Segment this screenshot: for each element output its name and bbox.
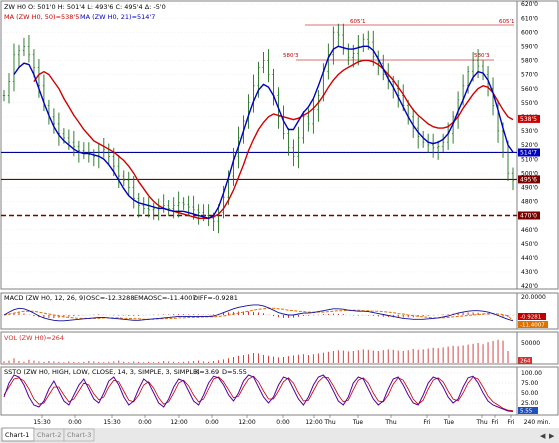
resistance-label-580-right: 580'3	[474, 53, 490, 59]
price-tick-label: 460'0	[521, 227, 538, 234]
price-value-marker-label: 470'0	[520, 213, 537, 220]
macd-tick-label: 20.0000	[521, 294, 546, 301]
price-value-marker	[518, 175, 540, 184]
tab-bar	[0, 428, 559, 443]
volume-panel[interactable]	[0, 331, 518, 365]
macd-value-marker	[518, 313, 546, 320]
time-tick-label: 12:00	[238, 419, 255, 426]
macd-value-marker	[518, 321, 548, 328]
time-tick-label: 0:00	[205, 419, 219, 426]
price-tick-label: 610'0	[521, 15, 538, 22]
resistance-label-580: 580'3	[283, 53, 299, 59]
stoch-value-marker	[518, 407, 538, 414]
time-tick-label: 0:00	[276, 419, 290, 426]
stoch-tick-label: 75.00	[521, 380, 538, 387]
time-tick-label: Thu	[384, 419, 396, 426]
price-tick-label: 420'0	[521, 283, 538, 290]
macd-title: MACD (ZW H0, 12, 26, 9)	[4, 294, 86, 302]
resistance-label-605-right: 605'1	[499, 19, 515, 25]
price-tick-label: 490'0	[521, 185, 538, 192]
price-value-marker	[518, 114, 540, 123]
price-tick-label: 440'0	[521, 255, 538, 262]
tab-chart-3-label: Chart-3	[67, 431, 91, 439]
time-tick-label: 15:30	[103, 419, 120, 426]
stoch-tick-label: 100.00	[521, 370, 542, 377]
stoch-tick-label: 50.00	[521, 390, 538, 397]
ma50-line	[33, 59, 514, 219]
resistance-label-605: 605'1	[350, 19, 366, 25]
stoch-d-legend: D=5.55	[222, 368, 247, 376]
volume-tick-label: 50000	[521, 340, 540, 347]
ma50-legend-label: MA (ZW H0, 50)=538'5	[4, 13, 79, 21]
time-unit-label: 240 min.	[524, 419, 551, 426]
price-tick-label: 600'0	[521, 29, 538, 36]
price-tick-label: 510'0	[521, 156, 538, 163]
price-value-marker	[518, 148, 540, 157]
volume-value-marker	[518, 357, 532, 364]
macd-emaosc-legend: EMAOSC=-11.4007	[134, 294, 197, 302]
stoch-title: SSTO (ZW H0, HIGH, LOW, CLOSE, 14, 3, SI…	[4, 368, 200, 376]
time-tick-label: 0:00	[68, 419, 82, 426]
price-value-marker-label: 538'5	[520, 116, 537, 123]
macd-osc-legend: OSC=-12.3288	[86, 294, 134, 302]
price-value-marker-label: 495'6	[520, 177, 537, 184]
time-tick-label: Fri	[423, 419, 430, 426]
macd-osc-line	[3, 304, 514, 322]
stoch-d-line	[3, 375, 514, 412]
price-value-marker	[518, 211, 540, 220]
macd-panel[interactable]	[0, 292, 518, 330]
volume-title: VOL (ZW H0)=264	[4, 334, 64, 342]
symbol-ohlc-label: ZW H0 O: 501'0 H: 501'4 L: 493'6 C: 495'…	[4, 3, 166, 11]
time-tick-label: 12:00	[170, 419, 187, 426]
stoch-k-line	[3, 374, 514, 412]
macd-value-marker-label: -11.4007	[520, 323, 545, 329]
price-tick-label: 580'0	[521, 58, 538, 65]
ma21-legend-label: MA (ZW H0, 21)=514'7	[80, 13, 155, 21]
time-tick-label: Thu	[475, 419, 487, 426]
price-tick-label: 560'0	[521, 86, 538, 93]
time-tick-label: Tue	[443, 419, 455, 426]
price-tick-label: 480'0	[521, 199, 538, 206]
price-value-marker-label: 514'7	[520, 150, 537, 157]
stoch-value-marker-label: 5.55	[520, 409, 533, 415]
price-tick-label: 590'0	[521, 44, 538, 51]
ma21-line	[13, 45, 514, 220]
price-axis-panel	[516, 0, 559, 290]
time-tick-label: 0:00	[138, 419, 152, 426]
stoch-panel[interactable]	[0, 366, 518, 416]
price-tick-label: 570'0	[521, 72, 538, 79]
price-tick-label: 550'0	[521, 100, 538, 107]
macd-value-marker-label: -0.9281	[520, 315, 541, 321]
price-tick-label: 620'0	[521, 1, 538, 8]
price-tick-label: 500'0	[521, 170, 538, 177]
time-tick-label: Fri	[491, 419, 498, 426]
stoch-tick-label: 25.00	[521, 400, 538, 407]
time-tick-label: 15:30	[33, 419, 50, 426]
time-tick-label: Tue	[352, 419, 364, 426]
tab-chart-3[interactable]	[63, 428, 95, 442]
scroll-left-icon[interactable]: ◀	[540, 432, 546, 440]
price-tick-label: 430'0	[521, 269, 538, 276]
volume-value-marker-label: 264	[520, 359, 531, 365]
price-tick-label: 450'0	[521, 241, 538, 248]
time-tick-label: Thu	[323, 419, 335, 426]
scroll-right-icon[interactable]: ▶	[549, 432, 555, 440]
time-tick-label: Fri	[507, 419, 514, 426]
price-tick-label: 520'0	[521, 142, 538, 149]
tab-chart-2-label: Chart-2	[37, 431, 61, 439]
tab-chart-1-label: Chart-1	[5, 431, 29, 439]
time-tick-label: 12:00	[305, 419, 322, 426]
stoch-k-legend: K=3.69	[195, 368, 219, 376]
macd-diff-legend: DIFF=-0.9281	[193, 294, 238, 302]
price-tick-label: 530'0	[521, 128, 538, 135]
